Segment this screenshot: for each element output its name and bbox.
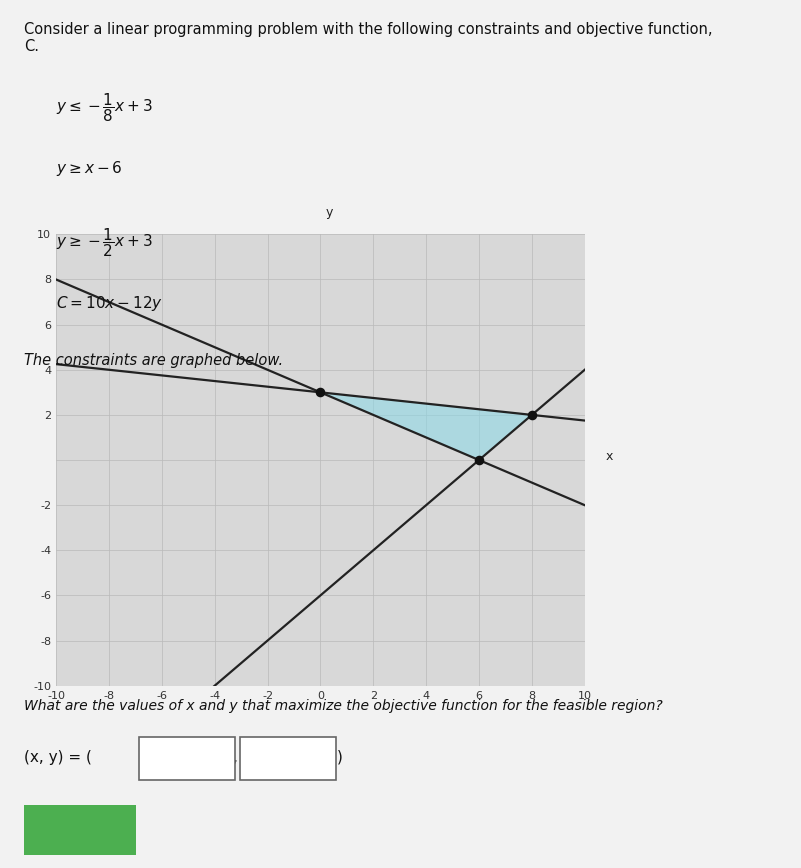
Text: $y \geq x - 6$: $y \geq x - 6$: [56, 159, 123, 178]
FancyBboxPatch shape: [240, 737, 336, 780]
Text: $C = 10x - 12y$: $C = 10x - 12y$: [56, 294, 163, 313]
FancyBboxPatch shape: [139, 737, 235, 780]
Text: $y \leq -\dfrac{1}{8}x + 3$: $y \leq -\dfrac{1}{8}x + 3$: [56, 91, 153, 124]
Text: y: y: [326, 206, 333, 219]
Text: ,: ,: [233, 750, 238, 765]
Text: What are the values of x and y that maximize the objective function for the feas: What are the values of x and y that maxi…: [24, 699, 662, 713]
Text: x: x: [606, 450, 614, 464]
Text: The constraints are graphed below.: The constraints are graphed below.: [24, 353, 284, 368]
Point: [525, 408, 538, 422]
Text: ): ): [336, 750, 342, 765]
Text: $y \geq -\dfrac{1}{2}x + 3$: $y \geq -\dfrac{1}{2}x + 3$: [56, 227, 153, 260]
FancyBboxPatch shape: [18, 802, 142, 858]
Point: [473, 453, 485, 467]
Point: [314, 385, 327, 399]
Text: Consider a linear programming problem with the following constraints and objecti: Consider a linear programming problem wi…: [24, 22, 713, 54]
Polygon shape: [320, 392, 532, 460]
Text: Submit: Submit: [52, 823, 108, 837]
Text: (x, y) = (: (x, y) = (: [24, 750, 92, 765]
